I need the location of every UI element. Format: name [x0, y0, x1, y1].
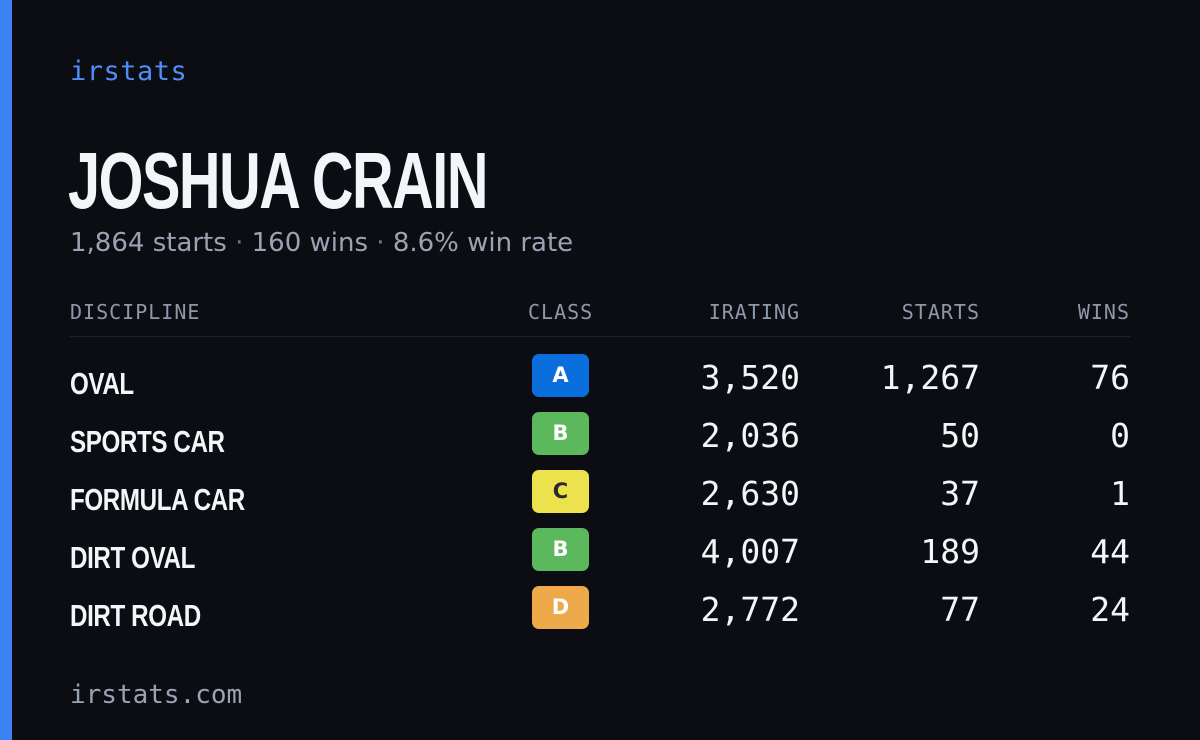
- starts-value: 50: [940, 416, 980, 455]
- header-irating: IRATING: [708, 300, 800, 324]
- wins-value: 0: [1110, 416, 1130, 455]
- discipline-name: DIRT ROAD: [70, 598, 201, 633]
- header-discipline: DISCIPLINE: [70, 300, 201, 324]
- table-header: DISCIPLINE CLASS IRATING STARTS WINS: [70, 300, 1130, 337]
- footer-url: irstats.com: [70, 680, 243, 710]
- wins-value: 44: [1090, 532, 1130, 571]
- wins-value: 76: [1090, 358, 1130, 397]
- header-starts: STARTS: [901, 300, 980, 324]
- table-row: DIRT OVAL B 4,007 189 44: [70, 524, 1130, 582]
- summary-starts: 1,864 starts: [70, 228, 227, 258]
- class-badge: D: [532, 586, 589, 629]
- class-badge: C: [532, 470, 589, 513]
- header-class: CLASS: [528, 300, 594, 324]
- discipline-table: OVAL A 3,520 1,267 76 SPORTS CAR B 2,036…: [70, 350, 1130, 640]
- starts-value: 189: [920, 532, 980, 571]
- class-badge: A: [532, 354, 589, 397]
- class-badge: B: [532, 528, 589, 571]
- starts-value: 77: [940, 590, 980, 629]
- irating-value: 4,007: [700, 532, 800, 571]
- accent-bar: [0, 0, 12, 740]
- header-wins: WINS: [1077, 300, 1130, 324]
- brand-logo-text: irstats: [70, 56, 188, 87]
- class-badge: B: [532, 412, 589, 455]
- discipline-name: SPORTS CAR: [70, 424, 225, 459]
- irating-value: 3,520: [700, 358, 800, 397]
- irating-value: 2,772: [700, 590, 800, 629]
- discipline-name: OVAL: [70, 366, 134, 401]
- summary-wins: 160 wins: [251, 228, 369, 258]
- discipline-name: FORMULA CAR: [70, 482, 245, 517]
- table-row: OVAL A 3,520 1,267 76: [70, 350, 1130, 408]
- starts-value: 1,267: [880, 358, 980, 397]
- summary-separator: ·: [376, 228, 385, 258]
- irating-value: 2,036: [700, 416, 800, 455]
- table-row: FORMULA CAR C 2,630 37 1: [70, 466, 1130, 524]
- wins-value: 24: [1090, 590, 1130, 629]
- starts-value: 37: [940, 474, 980, 513]
- irating-value: 2,630: [700, 474, 800, 513]
- summary-separator: ·: [235, 228, 244, 258]
- driver-summary: 1,864 starts · 160 wins · 8.6% win rate: [70, 228, 573, 258]
- wins-value: 1: [1110, 474, 1130, 513]
- table-row: DIRT ROAD D 2,772 77 24: [70, 582, 1130, 640]
- discipline-name: DIRT OVAL: [70, 540, 195, 575]
- table-row: SPORTS CAR B 2,036 50 0: [70, 408, 1130, 466]
- summary-win-rate: 8.6% win rate: [392, 228, 574, 258]
- driver-name: JOSHUA CRAIN: [68, 136, 488, 225]
